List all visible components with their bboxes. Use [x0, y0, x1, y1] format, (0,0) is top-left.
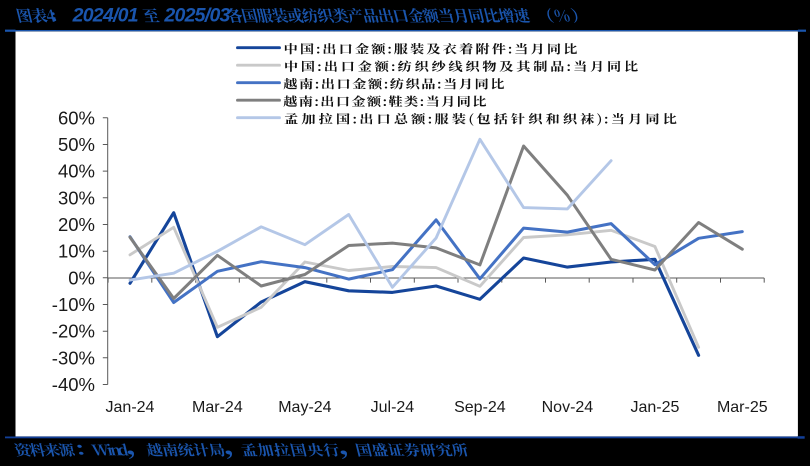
svg-text:-30%: -30% — [52, 347, 95, 368]
svg-text:May-24: May-24 — [278, 399, 331, 416]
svg-text:-40%: -40% — [52, 374, 95, 395]
svg-text:2024/01: 2024/01 — [72, 5, 138, 27]
svg-text:Nov-24: Nov-24 — [542, 399, 594, 416]
svg-text:Sep-24: Sep-24 — [454, 399, 506, 416]
svg-text:20%: 20% — [58, 214, 95, 235]
svg-text:50%: 50% — [58, 134, 95, 155]
svg-text:Jan-25: Jan-25 — [630, 399, 679, 416]
svg-text:Jan-24: Jan-24 — [106, 399, 155, 416]
svg-text:30%: 30% — [58, 187, 95, 208]
svg-text:-10%: -10% — [52, 294, 95, 315]
svg-text:40%: 40% — [58, 161, 95, 182]
svg-text:Mar-24: Mar-24 — [192, 399, 243, 416]
svg-text:Mar-25: Mar-25 — [717, 399, 768, 416]
svg-text:60%: 60% — [58, 107, 95, 128]
svg-text:Jul-24: Jul-24 — [371, 399, 415, 416]
svg-text:0%: 0% — [68, 267, 95, 288]
svg-text:10%: 10% — [58, 241, 95, 262]
svg-text:2025/03: 2025/03 — [163, 5, 230, 27]
svg-text:-20%: -20% — [52, 321, 95, 342]
